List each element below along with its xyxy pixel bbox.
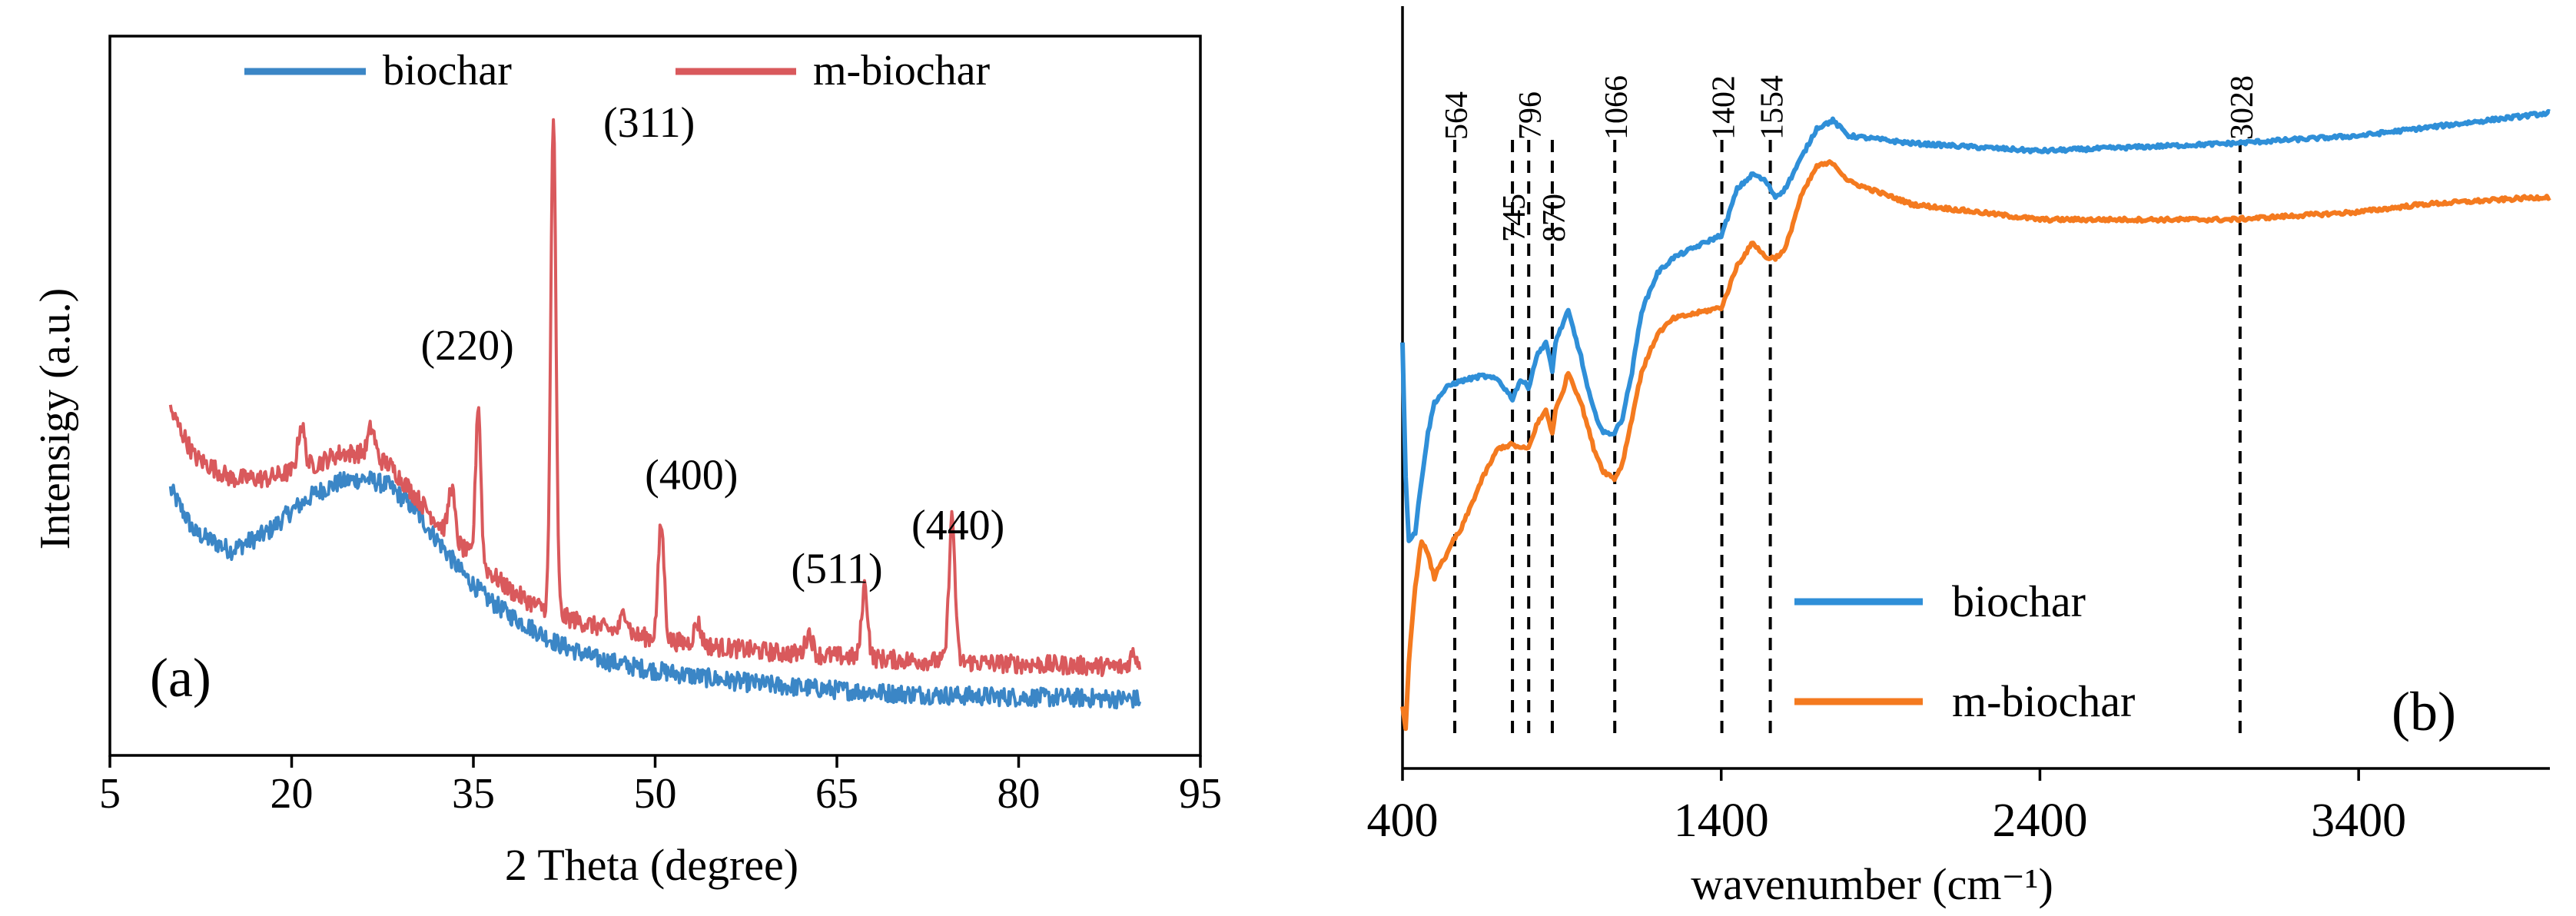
x-tick-label-80: 80	[998, 770, 1041, 818]
panel-b-x-tick-labels: 400 1400 2400 3400	[1367, 795, 2407, 847]
legend-a-m-biochar-label: m-biochar	[813, 47, 990, 95]
series-a-m-biochar	[168, 118, 1142, 678]
panel-b-label: (b)	[2392, 681, 2456, 742]
panel-a-x-axis-label: 2 Theta (degree)	[505, 840, 798, 890]
ref-line-label-3028: 3028	[2225, 75, 2260, 140]
x-tick-label-5: 5	[99, 770, 121, 818]
annotation-440: (440)	[911, 502, 1004, 549]
panel-b-reference-lines	[1453, 140, 2242, 742]
legend-b-m-biochar-label: m-biochar	[1952, 676, 2135, 726]
ref-line-label-745: 745	[1497, 194, 1532, 242]
panel-a-annotations: (311) (220) (400) (511) (440)	[420, 99, 1004, 592]
x-tick-label-35: 35	[452, 770, 495, 818]
series-b-biochar	[1400, 108, 2551, 543]
panel-a-label: (a)	[150, 647, 211, 709]
x-tick-label-3400: 3400	[2311, 795, 2406, 847]
ref-line-label-1066: 1066	[1599, 75, 1635, 140]
panel-b-legend: biochar m-biochar	[1794, 576, 2135, 726]
series-b-m-biochar	[1400, 159, 2551, 732]
x-tick-label-2400: 2400	[1992, 795, 2087, 847]
panel-b-x-ticks	[1401, 768, 2360, 781]
x-tick-label-1400: 1400	[1674, 795, 1769, 847]
ref-line-label-1554: 1554	[1755, 75, 1791, 140]
x-tick-label-95: 95	[1179, 770, 1222, 818]
panel-a-x-ticks	[108, 755, 1202, 768]
ref-line-label-1402: 1402	[1707, 75, 1742, 140]
panel-a: 5 20 35 50 65 80 95 biochar m-biochar (311) (2…	[32, 35, 1222, 890]
x-tick-label-20: 20	[271, 770, 314, 818]
series-a-biochar	[168, 470, 1142, 710]
panel-b-series	[1400, 108, 2551, 732]
legend-b-biochar-label: biochar	[1952, 576, 2086, 626]
panel-a-x-tick-labels: 5 20 35 50 65 80 95	[99, 770, 1222, 818]
x-tick-label-50: 50	[634, 770, 677, 818]
panel-a-legend: biochar m-biochar	[244, 47, 990, 95]
annotation-400: (400)	[645, 452, 738, 499]
ref-line-label-870: 870	[1537, 194, 1572, 242]
x-tick-label-65: 65	[815, 770, 858, 818]
panel-a-y-axis-label: Intensigy (a.u.)	[32, 288, 79, 550]
panel-b-x-axis-label: wavenumber (cm⁻¹)	[1691, 859, 2053, 909]
annotation-220: (220)	[420, 322, 513, 370]
annotation-511: (511)	[791, 545, 882, 592]
ref-line-label-796: 796	[1513, 91, 1549, 140]
legend-a-biochar-label: biochar	[383, 47, 512, 95]
ref-line-label-564: 564	[1439, 91, 1475, 140]
x-tick-label-400: 400	[1367, 795, 1439, 847]
annotation-311: (311)	[603, 99, 695, 147]
panel-b: 400 1400 2400 3400 564 745 796 870 1066 1402 1554…	[1367, 6, 2551, 909]
panel-a-series	[168, 118, 1142, 710]
panel-b-reference-line-labels: 564 745 796 870 1066 1402 1554 3028	[1439, 75, 2260, 242]
